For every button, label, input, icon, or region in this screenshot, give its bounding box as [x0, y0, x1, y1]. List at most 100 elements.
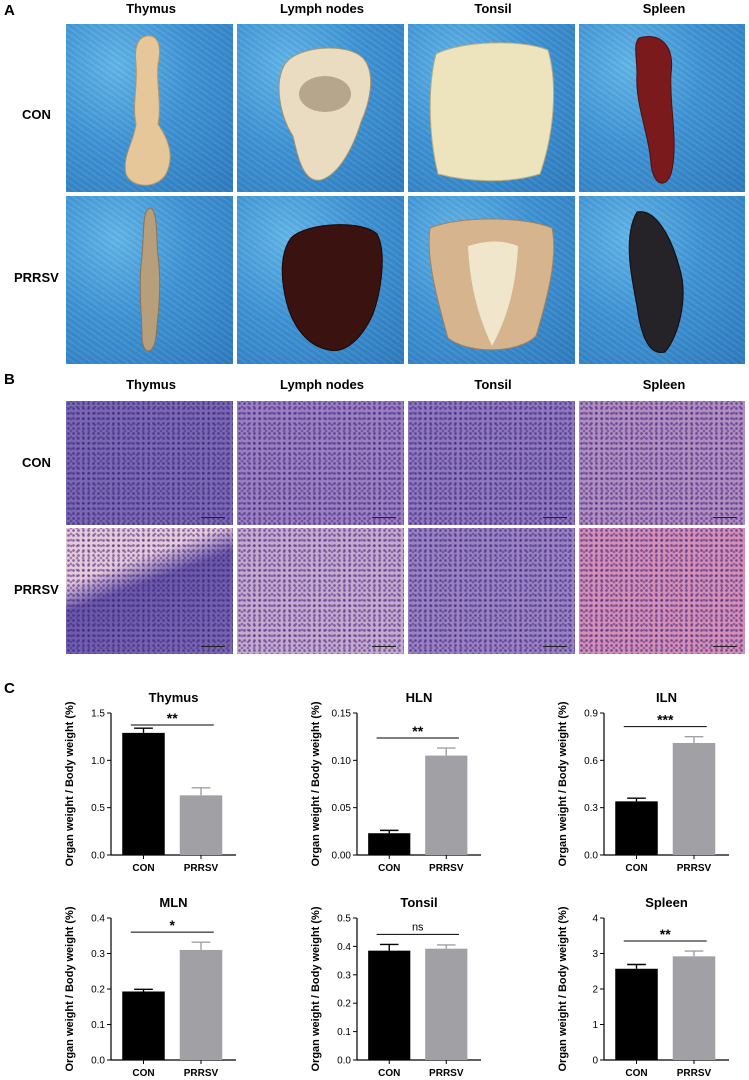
thymus-prrsv-specimen [139, 207, 161, 352]
chart-title-spleen: Spleen [645, 895, 688, 910]
y-tick-label: 0.9 [584, 709, 598, 720]
photo-column-header-lymph-nodes: Lymph nodes [279, 1, 365, 16]
bar-con [122, 991, 165, 1060]
panel-label-b: B [4, 371, 15, 388]
spleen-prrsv-specimen [628, 211, 684, 353]
histo-column-header-thymus: Thymus [126, 377, 176, 392]
y-tick-label: 4 [592, 914, 598, 925]
lymph-node-con-specimen [278, 47, 372, 181]
y-tick-label: 0.5 [337, 914, 351, 925]
scale-bar [713, 517, 737, 518]
y-tick-label: 0.0 [584, 851, 598, 862]
significance-label: * [170, 917, 176, 933]
photo-spleen-prrsv [579, 196, 745, 364]
x-tick-label-prrsv: PRRSV [677, 1068, 712, 1079]
x-tick-label-prrsv: PRRSV [184, 1068, 219, 1079]
y-tick-label: 1 [592, 1020, 598, 1031]
photo-lymph-nodes-prrsv [237, 196, 404, 364]
y-tick-label: 0.4 [91, 914, 105, 925]
bar-con [615, 801, 658, 855]
histo-lymph-nodes-prrsv [237, 528, 404, 654]
photo-thymus-prrsv [66, 196, 233, 364]
histo-thymus-con [66, 401, 233, 525]
scale-bar [713, 646, 737, 647]
photo-tonsil-prrsv [408, 196, 575, 364]
y-tick-label: 0.3 [337, 970, 351, 981]
scale-bar [372, 517, 396, 518]
x-tick-label-prrsv: PRRSV [429, 863, 464, 874]
x-tick-label-prrsv: PRRSV [677, 863, 712, 874]
histo-row-label-prrsv: PRRSV [14, 582, 59, 597]
tonsil-prrsv-specimen [428, 218, 555, 351]
histo-spleen-con [579, 401, 745, 525]
y-tick-label: 1.5 [91, 709, 105, 720]
x-tick-label-con: CON [132, 863, 154, 874]
y-tick-label: 0.3 [584, 803, 598, 814]
photo-row-label-con: CON [22, 107, 51, 122]
histo-tonsil-prrsv [408, 528, 575, 654]
photo-column-header-thymus: Thymus [126, 1, 176, 16]
significance-label: ** [167, 710, 178, 726]
scale-bar [201, 517, 225, 518]
bar-prrsv [179, 795, 223, 855]
significance-label: ** [660, 926, 671, 942]
photo-tonsil-con [408, 24, 575, 192]
panel-label-a: A [4, 2, 15, 19]
chart-title-mln: MLN [159, 895, 187, 910]
y-tick-label: 0.00 [332, 851, 352, 862]
chart-title-thymus: Thymus [149, 690, 199, 705]
histo-row-label-con: CON [22, 455, 51, 470]
y-tick-label: 0.1 [337, 1027, 351, 1038]
x-tick-label-con: CON [132, 1068, 154, 1079]
bar-con [615, 968, 658, 1060]
y-tick-label: 0.5 [91, 803, 105, 814]
y-tick-label: 0.4 [337, 942, 351, 953]
histo-thymus-prrsv [66, 528, 233, 654]
bar-prrsv [672, 956, 716, 1060]
y-tick-label: 0 [592, 1056, 598, 1067]
histo-column-header-tonsil: Tonsil [474, 377, 512, 392]
photo-column-header-spleen: Spleen [642, 1, 686, 16]
x-tick-label-con: CON [625, 1068, 647, 1079]
y-tick-label: 0.6 [584, 756, 598, 767]
histo-lymph-nodes-con [237, 401, 404, 525]
photo-row-label-prrsv: PRRSV [14, 270, 59, 285]
histo-spleen-prrsv [579, 528, 745, 654]
y-tick-label: 2 [592, 985, 598, 996]
chart-title-iln: ILN [656, 690, 677, 705]
y-tick-label: 0.0 [337, 1056, 351, 1067]
significance-label: ** [412, 723, 423, 739]
y-axis-label: Organ weight / Body weight (%) [557, 701, 569, 866]
x-tick-label-con: CON [378, 863, 400, 874]
y-tick-label: 0.10 [332, 756, 352, 767]
histo-column-header-lymph-nodes: Lymph nodes [279, 377, 365, 392]
x-tick-label-con: CON [378, 1068, 400, 1079]
x-tick-label-prrsv: PRRSV [429, 1068, 464, 1079]
y-tick-label: 0.0 [91, 851, 105, 862]
bar-prrsv [179, 949, 223, 1060]
y-axis-label: Organ weight / Body weight (%) [310, 701, 322, 866]
y-tick-label: 0.05 [332, 803, 352, 814]
thymus-con-specimen [124, 35, 171, 186]
x-tick-label-prrsv: PRRSV [184, 863, 219, 874]
bar-prrsv [425, 755, 468, 855]
scale-bar [372, 646, 396, 647]
photo-thymus-con [66, 24, 233, 192]
scale-bar [543, 646, 567, 647]
bar-con [122, 732, 165, 855]
bar-con [368, 833, 411, 855]
x-tick-label-con: CON [625, 863, 647, 874]
y-tick-label: 0.15 [332, 709, 352, 720]
y-axis-label: Organ weight / Body weight (%) [310, 906, 322, 1071]
photo-spleen-con [579, 24, 745, 192]
photo-lymph-nodes-con [237, 24, 404, 192]
bar-con [368, 950, 411, 1060]
bar-prrsv [425, 948, 468, 1060]
scale-bar [201, 646, 225, 647]
y-tick-label: 0.2 [91, 985, 105, 996]
lymph-node-prrsv-specimen [281, 224, 383, 352]
tonsil-con-specimen [429, 42, 554, 182]
panel-label-c: C [4, 680, 15, 697]
y-tick-label: 1.0 [91, 756, 105, 767]
histo-tonsil-con [408, 401, 575, 525]
